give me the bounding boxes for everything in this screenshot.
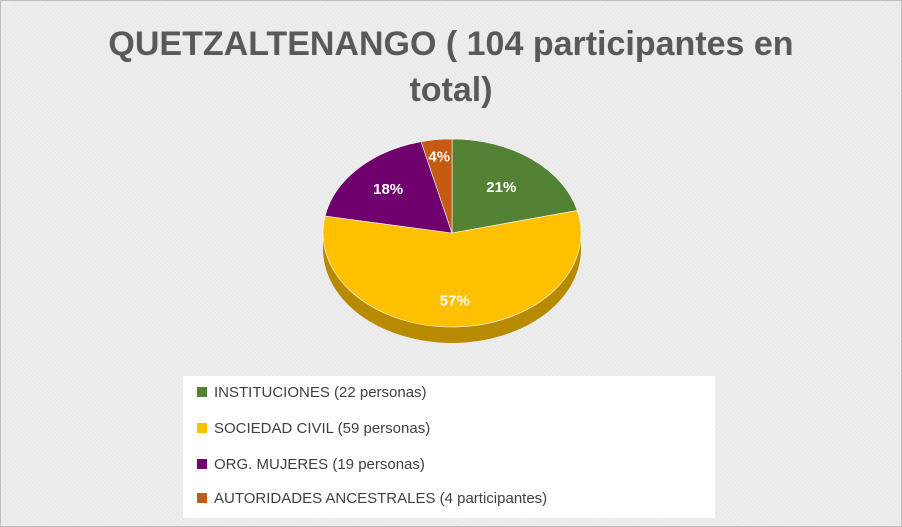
pie-slice-org-mujeres <box>324 141 453 234</box>
data-label-sociedad-civil: 57% <box>440 293 470 310</box>
data-label-org-mujeres: 18% <box>373 181 403 198</box>
pie-slice-autoridades-ancestrales <box>420 138 453 234</box>
data-label-autoridades-ancestrales: 4% <box>428 148 450 165</box>
pie-slice-instituciones <box>451 138 578 234</box>
legend-label-autoridades-ancestrales: AUTORIDADES ANCESTRALES (4 participantes… <box>214 489 548 507</box>
legend-item-instituciones: INSTITUCIONES (22 personas) <box>197 382 427 402</box>
chart-title: QUETZALTENANGO ( 104 participantes en to… <box>1 21 901 113</box>
legend-swatch-sociedad-civil <box>197 423 207 433</box>
pie-data-labels: 21% 57% 18% 4% <box>373 148 516 309</box>
chart-legend: INSTITUCIONES (22 personas) SOCIEDAD CIV… <box>183 376 715 518</box>
pie-slice-sociedad-civil <box>322 210 582 328</box>
chart-title-line-2: total) <box>409 71 493 109</box>
legend-item-org-mujeres: ORG. MUJERES (19 personas) <box>197 454 425 474</box>
pie-side-sociedad-civil <box>323 233 581 343</box>
legend-item-autoridades-ancestrales: AUTORIDADES ANCESTRALES (4 participantes… <box>197 488 547 508</box>
pie-slices <box>322 138 582 328</box>
legend-label-sociedad-civil: SOCIEDAD CIVIL (59 personas) <box>214 419 431 437</box>
data-label-instituciones: 21% <box>486 179 516 196</box>
legend-item-sociedad-civil: SOCIEDAD CIVIL (59 personas) <box>197 418 430 438</box>
legend-swatch-instituciones <box>197 387 207 397</box>
legend-label-instituciones: INSTITUCIONES (22 personas) <box>214 383 427 401</box>
chart-title-line-1: QUETZALTENANGO ( 104 participantes en <box>108 25 794 63</box>
legend-label-org-mujeres: ORG. MUJERES (19 personas) <box>214 455 425 473</box>
pie-side-walls <box>323 233 581 343</box>
legend-swatch-org-mujeres <box>197 459 207 469</box>
legend-swatch-autoridades-ancestrales <box>197 493 207 503</box>
